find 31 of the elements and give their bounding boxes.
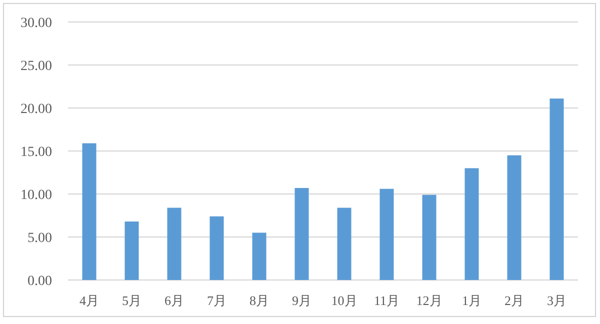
x-tick-label: 5月 bbox=[122, 293, 142, 308]
x-tick-label: 2月 bbox=[504, 293, 524, 308]
bar bbox=[337, 208, 352, 280]
x-tick-label: 6月 bbox=[164, 293, 184, 308]
x-tick-label: 4月 bbox=[80, 293, 99, 308]
y-tick-label: 30.00 bbox=[20, 16, 52, 31]
x-tick-label: 1月 bbox=[462, 293, 482, 308]
x-tick-label: 11月 bbox=[374, 293, 400, 308]
bar bbox=[82, 143, 96, 280]
x-tick-label: 7月 bbox=[207, 293, 226, 308]
bar bbox=[167, 208, 182, 280]
x-tick-label: 3月 bbox=[547, 293, 566, 308]
bar bbox=[422, 194, 436, 280]
bar bbox=[252, 232, 266, 280]
x-tick-label: 8月 bbox=[250, 293, 269, 308]
bar bbox=[464, 168, 479, 280]
y-tick-label: 15.00 bbox=[20, 145, 52, 160]
bar bbox=[380, 188, 394, 280]
bar bbox=[550, 98, 564, 280]
y-tick-label: 0.00 bbox=[28, 274, 52, 289]
y-tick-label: 25.00 bbox=[20, 59, 52, 74]
bar bbox=[210, 216, 224, 280]
bar bbox=[124, 222, 139, 280]
bar bbox=[294, 188, 309, 280]
x-tick-label: 10月 bbox=[331, 293, 358, 308]
x-tick-label: 9月 bbox=[292, 293, 312, 308]
y-tick-label: 10.00 bbox=[20, 188, 52, 203]
bar bbox=[507, 155, 522, 280]
x-tick-label: 12月 bbox=[416, 293, 442, 308]
y-tick-label: 5.00 bbox=[28, 231, 52, 246]
y-tick-label: 20.00 bbox=[20, 102, 52, 117]
